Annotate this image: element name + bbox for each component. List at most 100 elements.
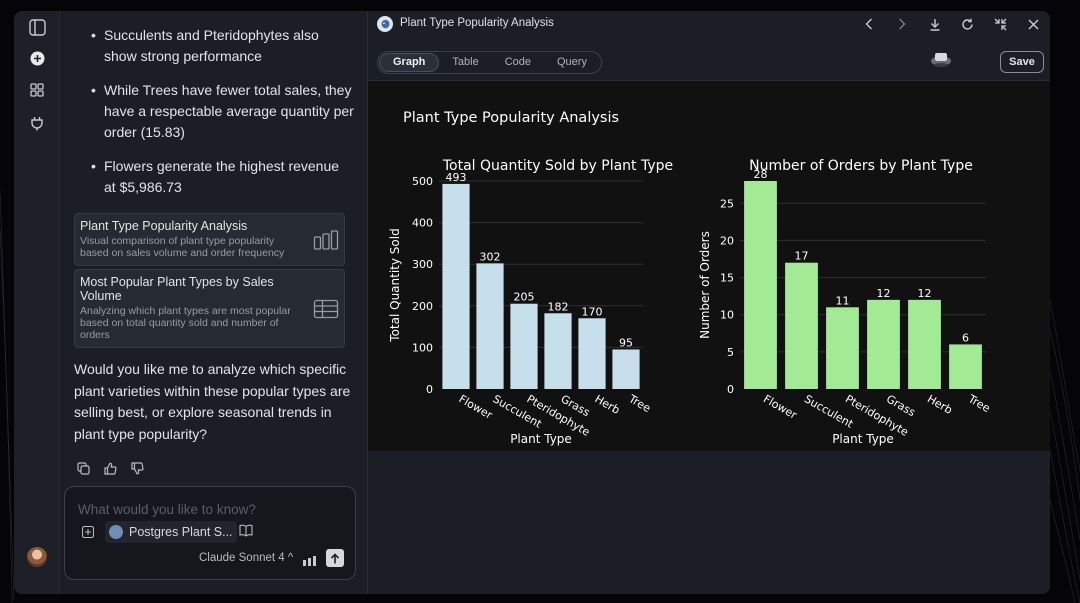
left-rail — [14, 11, 60, 594]
panel-divider — [368, 80, 1050, 81]
y-axis-label: Total Quantity Sold — [388, 228, 402, 342]
y-tick-label: 300 — [412, 258, 433, 271]
y-tick-label: 5 — [727, 346, 734, 359]
save-button[interactable]: Save — [1000, 51, 1044, 73]
collapse-icon[interactable] — [984, 13, 1017, 35]
view-tabs: Graph Table Code Query — [377, 51, 602, 74]
x-tick-label: Tree — [965, 392, 992, 415]
postgres-icon — [109, 525, 123, 539]
bullet-item: Flowers generate the highest revenue at … — [91, 156, 354, 198]
x-axis-label: Plant Type — [510, 432, 572, 446]
data-label: 302 — [480, 250, 501, 263]
y-tick-label: 25 — [720, 197, 734, 210]
bar — [785, 262, 818, 389]
data-label: 17 — [795, 250, 809, 263]
summary-bullets: Succulents and Pteridophytes also show s… — [91, 25, 354, 211]
bar — [442, 183, 470, 389]
mouse-cursor-icon — [931, 53, 951, 67]
y-tick-label: 500 — [412, 175, 433, 188]
bar — [578, 318, 606, 389]
thumbs-up-icon[interactable] — [104, 462, 118, 476]
artifact-description: Analyzing which plant types are most pop… — [80, 305, 291, 341]
chevron-right-icon[interactable] — [885, 13, 918, 35]
data-label: 12 — [918, 287, 932, 300]
usage-bars-icon[interactable] — [303, 553, 317, 566]
chart-title: Number of Orders by Plant Type — [749, 158, 973, 174]
artifact-card-chart[interactable]: Plant Type Popularity Analysis Visual co… — [74, 213, 345, 266]
apps-grid-icon[interactable] — [26, 79, 48, 101]
x-tick-label: Flower — [761, 392, 799, 422]
postgres-logo-icon — [377, 16, 393, 32]
tab-table[interactable]: Table — [452, 56, 479, 68]
composer-placeholder[interactable]: What would you like to know? — [78, 502, 256, 517]
refresh-icon[interactable] — [951, 13, 984, 35]
chevron-left-icon[interactable] — [852, 13, 885, 35]
bar — [949, 344, 982, 389]
panel-actions — [852, 13, 1050, 35]
bullet-item: While Trees have fewer total sales, they… — [91, 80, 354, 143]
artifact-card-table[interactable]: Most Popular Plant Types by Sales Volume… — [74, 269, 345, 348]
bar — [867, 299, 900, 389]
x-axis-label: Plant Type — [832, 432, 894, 446]
bar — [544, 313, 572, 389]
data-label: 28 — [754, 168, 768, 181]
close-icon[interactable] — [1017, 13, 1050, 35]
bar — [510, 303, 538, 389]
data-label: 95 — [619, 336, 633, 349]
data-label: 170 — [582, 305, 603, 318]
book-icon[interactable] — [239, 524, 253, 538]
y-tick-label: 400 — [412, 217, 433, 230]
bar — [612, 349, 640, 389]
chat-pane: Succulents and Pteridophytes also show s… — [61, 11, 367, 594]
add-attachment-icon[interactable] — [81, 525, 95, 539]
bar — [476, 263, 504, 389]
y-axis-label: Number of Orders — [698, 231, 712, 339]
table-icon — [313, 298, 339, 320]
artifact-title: Most Popular Plant Types by Sales Volume — [80, 275, 274, 303]
thumbs-down-icon[interactable] — [131, 462, 145, 476]
panel-empty-space — [368, 451, 1050, 594]
y-tick-label: 20 — [720, 234, 734, 247]
copy-icon[interactable] — [77, 462, 91, 476]
bullet-item: Succulents and Pteridophytes also show s… — [91, 25, 354, 67]
data-label: 205 — [514, 291, 535, 304]
database-chip[interactable]: Postgres Plant S... — [105, 521, 237, 543]
data-label: 12 — [877, 287, 891, 300]
bar — [826, 307, 859, 389]
data-label: 11 — [836, 294, 850, 307]
user-avatar[interactable] — [27, 547, 47, 567]
message-actions — [77, 462, 145, 476]
artifact-title: Plant Type Popularity Analysis — [80, 219, 248, 233]
send-button[interactable] — [326, 549, 344, 567]
chart-figure: Plant Type Popularity Analysis 010020030… — [388, 110, 993, 446]
y-tick-label: 0 — [426, 383, 433, 396]
followup-message: Would you like me to analyze which speci… — [74, 361, 351, 442]
app-window: Succulents and Pteridophytes also show s… — [14, 11, 1050, 594]
y-tick-label: 200 — [412, 300, 433, 313]
y-tick-label: 0 — [727, 383, 734, 396]
database-chip-label: Postgres Plant S... — [129, 525, 233, 539]
download-icon[interactable] — [918, 13, 951, 35]
message-composer[interactable]: What would you like to know? Postgres Pl… — [64, 486, 356, 580]
chart-area: Plant Type Popularity Analysis 0 100 200 30… — [368, 81, 1050, 451]
plug-icon[interactable] — [26, 112, 48, 134]
bar — [908, 299, 941, 389]
panel-header: Plant Type Popularity Analysis — [368, 11, 1050, 39]
artifact-description: Visual comparison of plant type populari… — [80, 235, 285, 259]
tab-query[interactable]: Query — [557, 56, 587, 68]
y-tick-label: 100 — [412, 341, 433, 354]
model-selector[interactable]: Claude Sonnet 4 ^ — [199, 552, 294, 564]
tab-code[interactable]: Code — [504, 56, 531, 68]
y-tick-label: 10 — [720, 309, 734, 322]
data-label: 6 — [962, 331, 969, 344]
bar — [744, 181, 777, 389]
new-chat-icon[interactable] — [26, 47, 48, 69]
bar-chart-icon — [313, 229, 339, 251]
x-tick-label: Tree — [626, 392, 653, 415]
sidebar-toggle-icon[interactable] — [26, 16, 48, 38]
x-tick-label: Herb — [925, 392, 955, 417]
tab-graph[interactable]: Graph — [379, 53, 440, 72]
data-label: 182 — [548, 300, 569, 313]
chart-title: Total Quantity Sold by Plant Type — [442, 158, 673, 174]
